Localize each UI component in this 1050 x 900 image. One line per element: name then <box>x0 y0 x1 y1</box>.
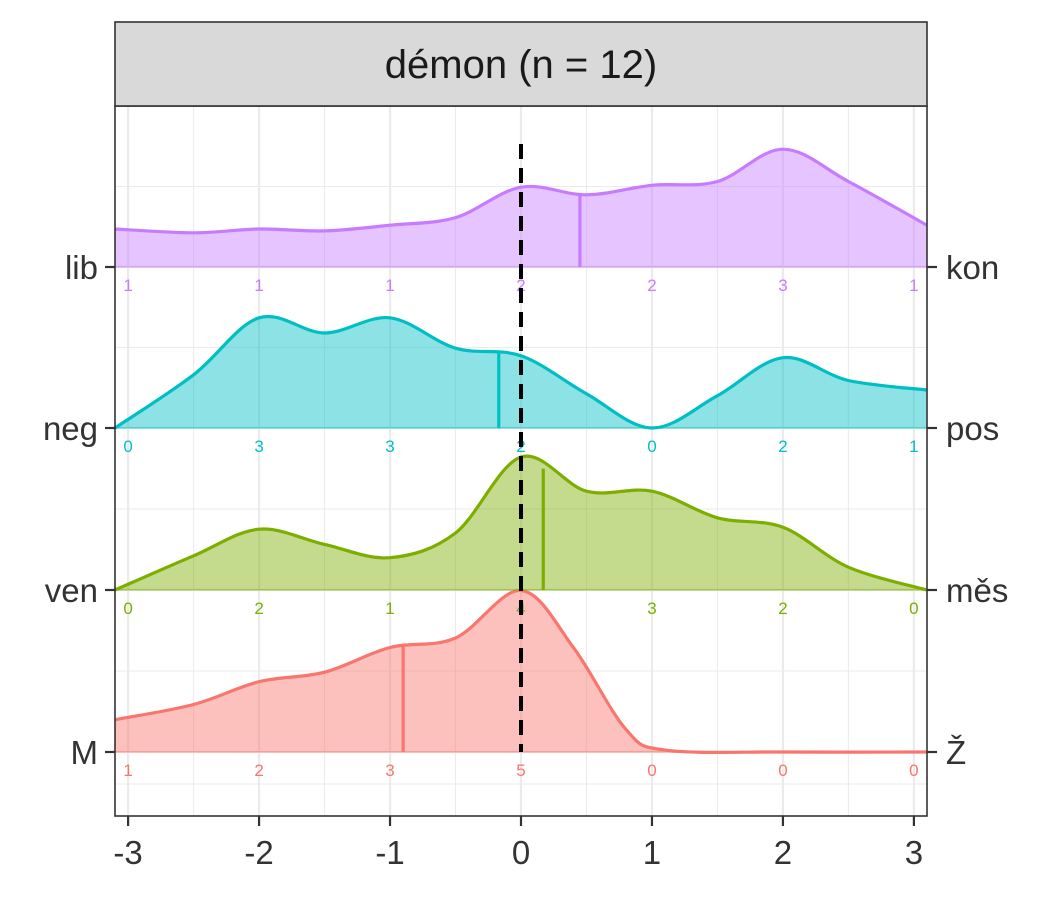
count-label: 1 <box>385 276 394 295</box>
count-label: 1 <box>123 761 132 780</box>
y-label-left: neg <box>43 410 98 447</box>
x-tick-label: 1 <box>643 834 661 871</box>
count-label: 0 <box>123 437 132 456</box>
y-label-right: Ž <box>946 734 966 771</box>
count-label: 1 <box>123 276 132 295</box>
y-label-right: měs <box>946 572 1008 609</box>
count-label: 2 <box>778 599 787 618</box>
x-tick-label: -3 <box>113 834 142 871</box>
count-label: 1 <box>909 276 918 295</box>
y-label-right: kon <box>946 249 999 286</box>
count-label: 0 <box>647 437 656 456</box>
x-tick-label: -1 <box>375 834 404 871</box>
density-curve <box>114 588 928 754</box>
count-label: 2 <box>254 599 263 618</box>
count-label: 0 <box>909 599 918 618</box>
density-curve <box>114 147 928 235</box>
count-label: 0 <box>647 761 656 780</box>
x-tick-label: 0 <box>512 834 530 871</box>
count-label: 0 <box>909 761 918 780</box>
count-label: 1 <box>254 276 263 295</box>
density-area <box>115 456 927 590</box>
count-label: 3 <box>385 761 394 780</box>
x-tick-label: -2 <box>244 834 273 871</box>
x-tick-label: 2 <box>774 834 792 871</box>
facet-title: démon (n = 12) <box>385 43 657 87</box>
count-label: 3 <box>385 437 394 456</box>
count-label: 3 <box>647 599 656 618</box>
y-label-right: pos <box>946 410 999 447</box>
count-label: 2 <box>778 437 787 456</box>
y-label-left: M <box>71 734 99 771</box>
count-label: 2 <box>516 276 525 295</box>
y-label-left: lib <box>65 249 98 286</box>
density-curve <box>114 314 928 430</box>
count-label: 3 <box>778 276 787 295</box>
count-label: 5 <box>516 761 525 780</box>
facet-strip <box>114 21 928 107</box>
count-label: 1 <box>909 437 918 456</box>
density-area <box>115 590 927 753</box>
x-tick-label: 3 <box>905 834 923 871</box>
count-label: 0 <box>123 599 132 618</box>
count-label: 3 <box>254 437 263 456</box>
density-area <box>115 149 927 267</box>
count-label: 1 <box>385 599 394 618</box>
count-label: 0 <box>778 761 787 780</box>
y-label-left: ven <box>45 572 98 609</box>
count-label: 2 <box>254 761 263 780</box>
count-label: 2 <box>647 276 656 295</box>
